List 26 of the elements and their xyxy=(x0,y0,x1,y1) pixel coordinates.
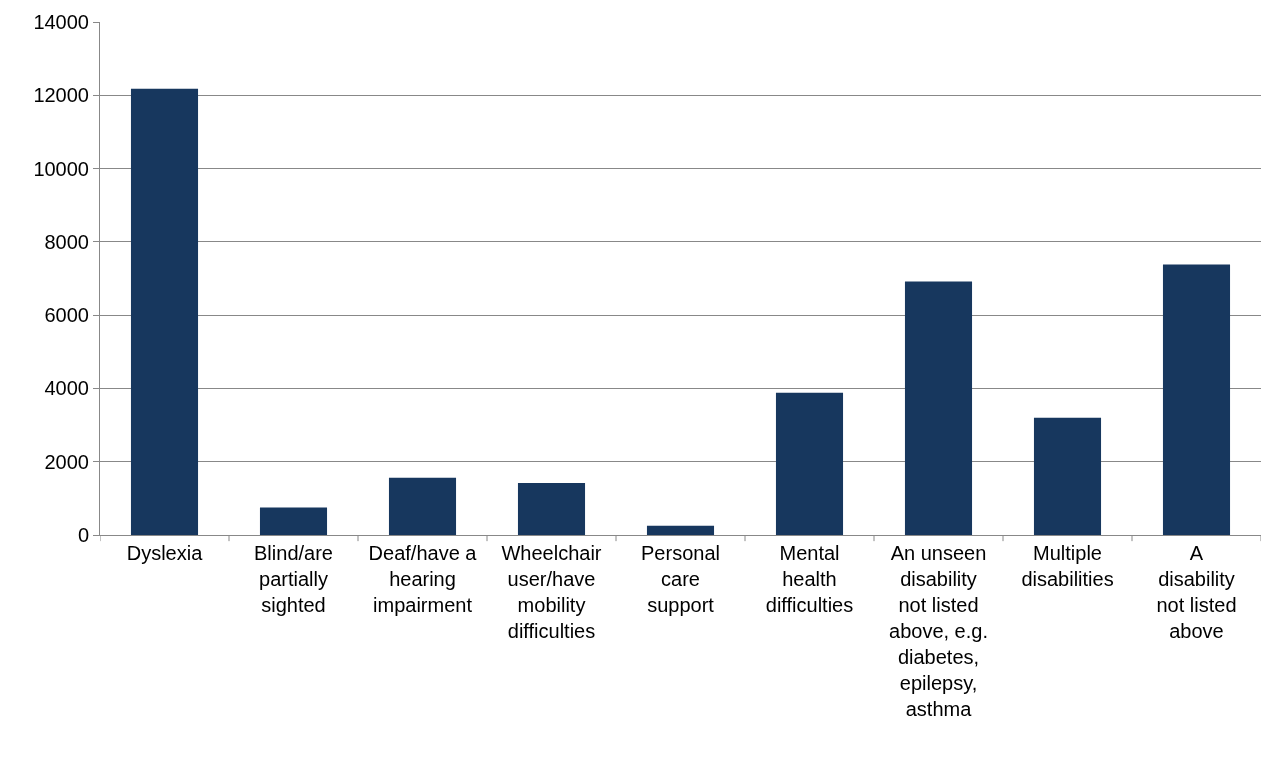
bar xyxy=(646,525,715,535)
bar xyxy=(259,507,328,535)
bar xyxy=(130,88,199,535)
y-tick-label: 8000 xyxy=(44,230,89,253)
y-tick-label: 0 xyxy=(77,524,89,546)
bar xyxy=(517,482,586,535)
bar xyxy=(1033,417,1102,535)
y-tick-label: 6000 xyxy=(44,304,89,327)
y-tick-label: 10000 xyxy=(33,157,89,180)
x-tick-label: Dyslexia xyxy=(126,542,204,564)
y-tick-label: 4000 xyxy=(44,377,89,400)
bar xyxy=(904,281,973,535)
x-tick-label: A disability not listed above xyxy=(1156,542,1237,642)
y-tick-label: 14000 xyxy=(33,11,89,33)
x-tick-label: Mental health difficulties xyxy=(765,542,854,616)
x-tick-label: Multiple disabilities xyxy=(1021,542,1114,590)
bar xyxy=(388,477,457,535)
x-tick-label: An unseen disability not listed above, e.g. diabetes, epilepsy, asthma xyxy=(889,542,988,720)
x-tick-label: Personal care support xyxy=(641,542,720,616)
y-tick-label: 2000 xyxy=(44,450,89,473)
x-tick-label: Deaf/have a hearing impairment xyxy=(368,542,478,616)
bar xyxy=(775,392,844,535)
x-tick-label: Blind/are partially sighted xyxy=(254,542,333,616)
x-tick-label: Wheelchair user/have mobility difficulties xyxy=(501,542,602,642)
y-tick-label: 12000 xyxy=(33,84,89,107)
bar xyxy=(1162,264,1231,535)
